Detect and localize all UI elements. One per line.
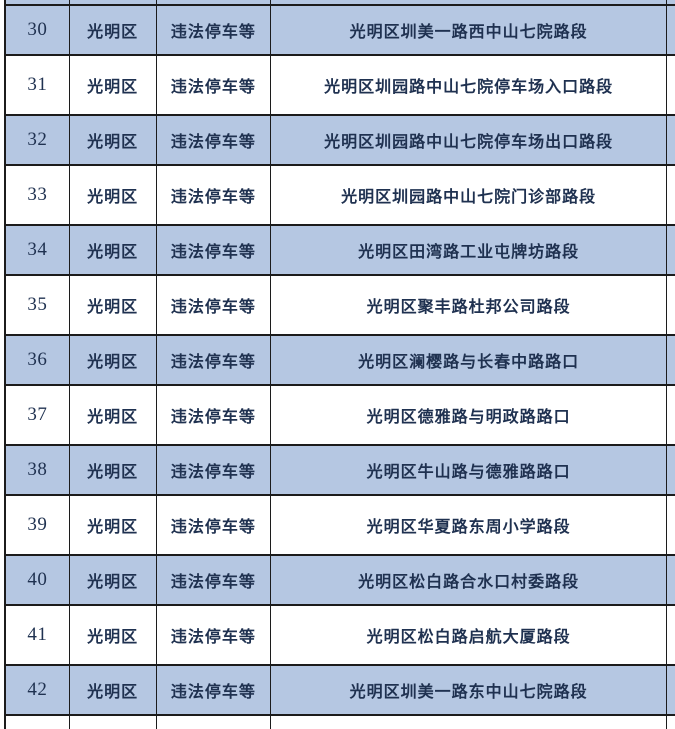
violation-type-cell: 违法停车等 <box>157 386 272 444</box>
row-number-cell: 39 <box>6 496 70 554</box>
violation-type-cell: 违法停车等 <box>157 496 272 554</box>
edge-sliver-cell <box>667 276 675 334</box>
partial-row-top <box>4 0 675 6</box>
table-row: 41 光明区 违法停车等 光明区松白路启航大厦路段 <box>4 606 675 666</box>
row-number-cell: 38 <box>6 446 70 494</box>
location-cell: 光明区德雅路与明政路路口 <box>271 386 668 444</box>
location-cell: 光明区圳园路中山七院停车场出口路段 <box>271 116 668 164</box>
edge-sliver-cell <box>667 446 675 494</box>
location-cell: 光明区圳园路中山七院门诊部路段 <box>271 166 668 224</box>
location-cell: 光明区田湾路工业屯牌坊路段 <box>271 226 668 274</box>
violation-type-cell <box>157 716 272 729</box>
violation-type-cell: 违法停车等 <box>157 166 272 224</box>
table-row: 35 光明区 违法停车等 光明区聚丰路杜邦公司路段 <box>4 276 675 336</box>
violation-type-cell: 违法停车等 <box>157 666 272 714</box>
edge-sliver-cell <box>667 226 675 274</box>
row-number-cell: 42 <box>6 666 70 714</box>
location-cell <box>271 716 668 729</box>
location-cell: 光明区松白路合水口村委路段 <box>271 556 668 604</box>
edge-sliver-cell <box>667 0 675 4</box>
location-cell: 光明区华夏路东周小学路段 <box>271 496 668 554</box>
table-row: 39 光明区 违法停车等 光明区华夏路东周小学路段 <box>4 496 675 556</box>
district-cell: 光明区 <box>70 116 157 164</box>
partial-row-bottom <box>4 716 675 729</box>
location-cell: 光明区圳美一路东中山七院路段 <box>271 666 668 714</box>
violation-type-cell: 违法停车等 <box>157 606 272 664</box>
district-cell: 光明区 <box>70 56 157 114</box>
violation-type-cell: 违法停车等 <box>157 116 272 164</box>
table-row: 37 光明区 违法停车等 光明区德雅路与明政路路口 <box>4 386 675 446</box>
edge-sliver-cell <box>667 6 675 54</box>
edge-sliver-cell <box>667 716 675 729</box>
row-number-cell: 35 <box>6 276 70 334</box>
district-cell: 光明区 <box>70 336 157 384</box>
edge-sliver-cell <box>667 56 675 114</box>
table-body: 30 光明区 违法停车等 光明区圳美一路西中山七院路段 31 光明区 违法停车等 光明区圳园路… <box>4 6 675 716</box>
location-cell: 光明区圳园路中山七院停车场入口路段 <box>271 56 668 114</box>
edge-sliver-cell <box>667 116 675 164</box>
table-row: 30 光明区 违法停车等 光明区圳美一路西中山七院路段 <box>4 6 675 56</box>
location-cell: 光明区聚丰路杜邦公司路段 <box>271 276 668 334</box>
table-row: 31 光明区 违法停车等 光明区圳园路中山七院停车场入口路段 <box>4 56 675 116</box>
table-row: 36 光明区 违法停车等 光明区澜樱路与长春中路路口 <box>4 336 675 386</box>
district-cell: 光明区 <box>70 6 157 54</box>
row-number-cell <box>6 0 70 4</box>
violation-type-cell: 违法停车等 <box>157 276 272 334</box>
edge-sliver-cell <box>667 336 675 384</box>
edge-sliver-cell <box>667 606 675 664</box>
row-number-cell: 37 <box>6 386 70 444</box>
edge-sliver-cell <box>667 166 675 224</box>
location-cell: 光明区澜樱路与长春中路路口 <box>271 336 668 384</box>
district-cell: 光明区 <box>70 556 157 604</box>
table-row: 34 光明区 违法停车等 光明区田湾路工业屯牌坊路段 <box>4 226 675 276</box>
violation-type-cell: 违法停车等 <box>157 446 272 494</box>
violation-type-cell: 违法停车等 <box>157 226 272 274</box>
row-number-cell: 34 <box>6 226 70 274</box>
location-cell: 光明区松白路启航大厦路段 <box>271 606 668 664</box>
district-cell <box>70 716 157 729</box>
district-cell: 光明区 <box>70 166 157 224</box>
district-cell: 光明区 <box>70 276 157 334</box>
row-number-cell <box>6 716 70 729</box>
table-row: 32 光明区 违法停车等 光明区圳园路中山七院停车场出口路段 <box>4 116 675 166</box>
row-number-cell: 31 <box>6 56 70 114</box>
row-number-cell: 40 <box>6 556 70 604</box>
table-row: 42 光明区 违法停车等 光明区圳美一路东中山七院路段 <box>4 666 675 716</box>
edge-sliver-cell <box>667 496 675 554</box>
district-cell: 光明区 <box>70 666 157 714</box>
table-row: 38 光明区 违法停车等 光明区牛山路与德雅路路口 <box>4 446 675 496</box>
edge-sliver-cell <box>667 666 675 714</box>
table-row: 40 光明区 违法停车等 光明区松白路合水口村委路段 <box>4 556 675 606</box>
row-number-cell: 30 <box>6 6 70 54</box>
violation-type-cell: 违法停车等 <box>157 56 272 114</box>
violation-type-cell: 违法停车等 <box>157 556 272 604</box>
table-row: 33 光明区 违法停车等 光明区圳园路中山七院门诊部路段 <box>4 166 675 226</box>
district-cell: 光明区 <box>70 226 157 274</box>
district-cell: 光明区 <box>70 606 157 664</box>
edge-sliver-cell <box>667 386 675 444</box>
violation-type-cell <box>157 0 272 4</box>
location-cell <box>271 0 668 4</box>
district-cell: 光明区 <box>70 386 157 444</box>
district-cell: 光明区 <box>70 446 157 494</box>
district-cell <box>70 0 157 4</box>
violation-type-cell: 违法停车等 <box>157 6 272 54</box>
row-number-cell: 41 <box>6 606 70 664</box>
row-number-cell: 33 <box>6 166 70 224</box>
location-cell: 光明区圳美一路西中山七院路段 <box>271 6 668 54</box>
location-cell: 光明区牛山路与德雅路路口 <box>271 446 668 494</box>
row-number-cell: 32 <box>6 116 70 164</box>
district-cell: 光明区 <box>70 496 157 554</box>
violation-type-cell: 违法停车等 <box>157 336 272 384</box>
row-number-cell: 36 <box>6 336 70 384</box>
edge-sliver-cell <box>667 556 675 604</box>
